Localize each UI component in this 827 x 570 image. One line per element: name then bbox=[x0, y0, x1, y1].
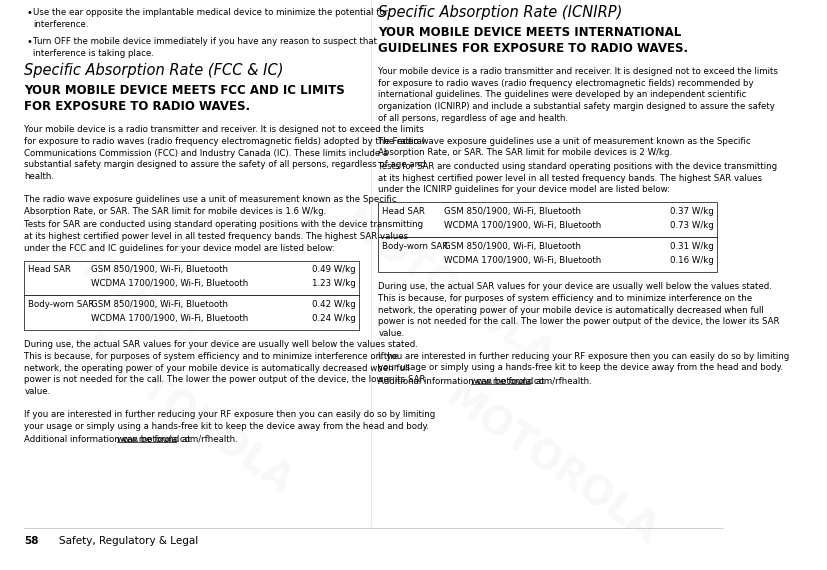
Bar bbox=[25, 260, 359, 295]
Text: GSM 850/1900, Wi-Fi, Bluetooth: GSM 850/1900, Wi-Fi, Bluetooth bbox=[90, 300, 227, 310]
Text: GSM 850/1900, Wi-Fi, Bluetooth: GSM 850/1900, Wi-Fi, Bluetooth bbox=[444, 207, 581, 217]
Text: Specific Absorption Rate (FCC & IC): Specific Absorption Rate (FCC & IC) bbox=[25, 63, 284, 78]
Text: 0.37 W/kg: 0.37 W/kg bbox=[669, 207, 713, 217]
Text: Body-worn SAR: Body-worn SAR bbox=[28, 300, 94, 310]
Text: Additional information can be found at: Additional information can be found at bbox=[378, 377, 547, 386]
Text: Specific Absorption Rate (ICNIRP): Specific Absorption Rate (ICNIRP) bbox=[378, 5, 622, 20]
Bar bbox=[378, 202, 716, 237]
Text: MOTOROLA: MOTOROLA bbox=[333, 203, 559, 378]
Text: WCDMA 1700/1900, Wi-Fi, Bluetooth: WCDMA 1700/1900, Wi-Fi, Bluetooth bbox=[90, 279, 247, 288]
Text: Tests for SAR are conducted using standard operating positions with the device t: Tests for SAR are conducted using standa… bbox=[378, 162, 777, 194]
Text: Tests for SAR are conducted using standard operating positions with the device t: Tests for SAR are conducted using standa… bbox=[25, 220, 423, 253]
Text: 58: 58 bbox=[25, 536, 39, 545]
Text: 0.24 W/kg: 0.24 W/kg bbox=[312, 314, 356, 323]
Text: During use, the actual SAR values for your device are usually well below the val: During use, the actual SAR values for yo… bbox=[378, 282, 779, 338]
Bar bbox=[378, 237, 716, 272]
Text: WCDMA 1700/1900, Wi-Fi, Bluetooth: WCDMA 1700/1900, Wi-Fi, Bluetooth bbox=[444, 256, 601, 264]
Text: 0.49 W/kg: 0.49 W/kg bbox=[312, 266, 356, 274]
Text: www.motorola.com/rfhealth.: www.motorola.com/rfhealth. bbox=[117, 435, 238, 444]
Text: WCDMA 1700/1900, Wi-Fi, Bluetooth: WCDMA 1700/1900, Wi-Fi, Bluetooth bbox=[444, 221, 601, 230]
Text: MOTOROLA: MOTOROLA bbox=[437, 378, 663, 552]
Text: 1.23 W/kg: 1.23 W/kg bbox=[312, 279, 356, 288]
Text: Your mobile device is a radio transmitter and receiver. It is designed not to ex: Your mobile device is a radio transmitte… bbox=[378, 67, 777, 123]
Text: The radio wave exposure guidelines use a unit of measurement known as the Specif: The radio wave exposure guidelines use a… bbox=[378, 137, 750, 157]
Text: •: • bbox=[26, 37, 32, 47]
Text: The radio wave exposure guidelines use a unit of measurement known as the Specif: The radio wave exposure guidelines use a… bbox=[25, 195, 397, 215]
Text: YOUR MOBILE DEVICE MEETS INTERNATIONAL
GUIDELINES FOR EXPOSURE TO RADIO WAVES.: YOUR MOBILE DEVICE MEETS INTERNATIONAL G… bbox=[378, 26, 687, 55]
Text: GSM 850/1900, Wi-Fi, Bluetooth: GSM 850/1900, Wi-Fi, Bluetooth bbox=[90, 266, 227, 274]
Text: www.motorola.com/rfhealth.: www.motorola.com/rfhealth. bbox=[471, 377, 592, 386]
Text: MOTOROLA: MOTOROLA bbox=[12, 203, 238, 378]
Text: Head SAR: Head SAR bbox=[381, 207, 424, 217]
Text: 0.16 W/kg: 0.16 W/kg bbox=[669, 256, 713, 264]
Text: GSM 850/1900, Wi-Fi, Bluetooth: GSM 850/1900, Wi-Fi, Bluetooth bbox=[444, 242, 581, 251]
Text: Safety, Regulatory & Legal: Safety, Regulatory & Legal bbox=[60, 536, 198, 545]
Text: Turn OFF the mobile device immediately if you have any reason to suspect that
in: Turn OFF the mobile device immediately i… bbox=[33, 37, 376, 58]
Text: •: • bbox=[26, 8, 32, 18]
Text: 0.73 W/kg: 0.73 W/kg bbox=[669, 221, 713, 230]
Text: If you are interested in further reducing your RF exposure then you can easily d: If you are interested in further reducin… bbox=[25, 410, 435, 430]
Text: 0.42 W/kg: 0.42 W/kg bbox=[312, 300, 356, 310]
Text: Body-worn SAR: Body-worn SAR bbox=[381, 242, 447, 251]
Text: Use the ear opposite the implantable medical device to minimize the potential fo: Use the ear opposite the implantable med… bbox=[33, 8, 388, 29]
Text: Additional information can be found at: Additional information can be found at bbox=[25, 435, 194, 444]
Bar bbox=[25, 295, 359, 331]
Text: WCDMA 1700/1900, Wi-Fi, Bluetooth: WCDMA 1700/1900, Wi-Fi, Bluetooth bbox=[90, 314, 247, 323]
Text: Head SAR: Head SAR bbox=[28, 266, 71, 274]
Text: YOUR MOBILE DEVICE MEETS FCC AND IC LIMITS
FOR EXPOSURE TO RADIO WAVES.: YOUR MOBILE DEVICE MEETS FCC AND IC LIMI… bbox=[25, 84, 345, 113]
Text: During use, the actual SAR values for your device are usually well below the val: During use, the actual SAR values for yo… bbox=[25, 340, 425, 396]
Text: If you are interested in further reducing your RF exposure then you can easily d: If you are interested in further reducin… bbox=[378, 352, 789, 372]
Text: Your mobile device is a radio transmitter and receiver. It is designed not to ex: Your mobile device is a radio transmitte… bbox=[25, 125, 426, 181]
Text: 0.31 W/kg: 0.31 W/kg bbox=[669, 242, 713, 251]
Text: MOTOROLA: MOTOROLA bbox=[73, 329, 299, 504]
